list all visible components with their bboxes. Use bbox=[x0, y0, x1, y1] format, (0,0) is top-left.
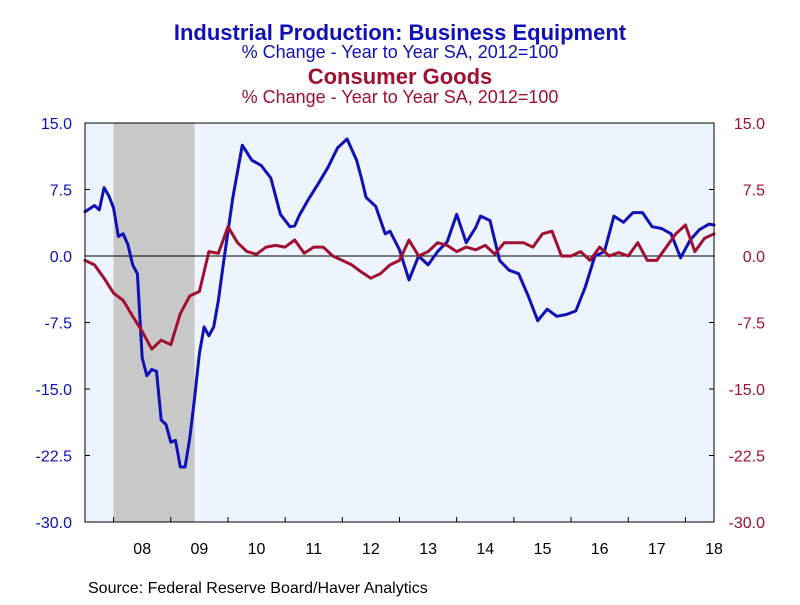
chart-title: Industrial Production: Business Equipmen… bbox=[174, 20, 627, 45]
consumer-goods-line bbox=[83, 223, 716, 351]
y-tick-label-right: -15.0 bbox=[729, 382, 766, 399]
y-tick-label-right: 7.5 bbox=[743, 183, 765, 200]
y-tick-label-left: 0.0 bbox=[50, 249, 72, 266]
y-tick-label-left: -7.5 bbox=[44, 316, 72, 333]
x-tick-label: 08 bbox=[133, 541, 151, 558]
x-tick-label: 09 bbox=[191, 541, 209, 558]
y-tick-label-left: 15.0 bbox=[41, 116, 72, 133]
x-tick-label: 15 bbox=[534, 541, 552, 558]
business-equipment-line bbox=[83, 137, 716, 469]
y-tick-label-right: 15.0 bbox=[734, 116, 765, 133]
y-tick-label-right: -7.5 bbox=[737, 316, 765, 333]
x-tick-label: 11 bbox=[305, 541, 322, 558]
y-tick-label-right: -30.0 bbox=[729, 515, 766, 532]
x-tick-label: 14 bbox=[476, 541, 494, 558]
plot-frame bbox=[84, 122, 715, 523]
x-tick-label: 13 bbox=[419, 541, 437, 558]
second-series-title: Consumer Goods bbox=[308, 64, 493, 89]
y-tick-label-right: 0.0 bbox=[743, 249, 765, 266]
y-tick-label-left: -22.5 bbox=[36, 449, 73, 466]
y-tick-label-left: 7.5 bbox=[50, 183, 72, 200]
y-tick-label-left: -30.0 bbox=[36, 515, 73, 532]
x-tick-label: 12 bbox=[362, 541, 380, 558]
chart-source: Source: Federal Reserve Board/Haver Anal… bbox=[88, 580, 428, 597]
recession-shading bbox=[113, 123, 195, 522]
x-tick-label: 16 bbox=[591, 541, 609, 558]
chart-subtitle: % Change - Year to Year SA, 2012=100 bbox=[242, 42, 559, 62]
chart-marks: 15.0 15.0 7.5 7.5 0.0 0.0 -7.5 -7.5 -15.0 -15.0 -2… bbox=[36, 116, 766, 558]
x-tick-label: 10 bbox=[248, 541, 266, 558]
y-tick-label-left: -15.0 bbox=[36, 382, 73, 399]
y-tick-label-right: -22.5 bbox=[729, 449, 766, 466]
second-series-subtitle: % Change - Year to Year SA, 2012=100 bbox=[242, 87, 559, 107]
x-tick-label: 17 bbox=[648, 541, 666, 558]
x-tick-label: 18 bbox=[705, 541, 723, 558]
